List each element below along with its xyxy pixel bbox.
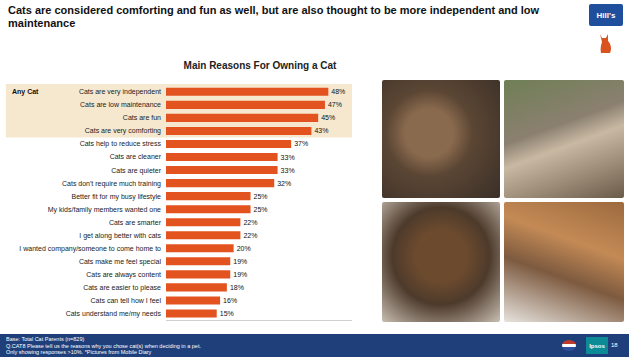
svg-text:Cats don't require much traini: Cats don't require much training [62, 180, 161, 188]
svg-text:15%: 15% [220, 310, 234, 317]
svg-text:25%: 25% [254, 193, 268, 200]
html-text:Cats are considered comforting: Cats are considered comforting and fun a… [8, 4, 540, 29]
svg-text:18%: 18% [230, 284, 244, 291]
html-text:Ipsos: Ipsos [589, 342, 605, 349]
svg-text:Better fit for my busy lifesty: Better fit for my busy lifestyle [72, 193, 162, 201]
svg-text:16%: 16% [223, 297, 237, 304]
svg-text:Cats help to reduce stress: Cats help to reduce stress [80, 140, 162, 148]
svg-text:Cats make me feel special: Cats make me feel special [79, 258, 162, 266]
svg-text:25%: 25% [254, 206, 268, 213]
svg-text:Cats are always content: Cats are always content [86, 271, 161, 279]
svg-text:19%: 19% [233, 271, 247, 278]
svg-text:Cats are cleaner: Cats are cleaner [110, 153, 162, 160]
svg-text:33%: 33% [281, 154, 295, 161]
svg-text:I get along better with cats: I get along better with cats [79, 232, 161, 240]
html-text:Only showing responses >10%. *: Only showing responses >10%. *Pictures f… [6, 349, 152, 355]
svg-text:Cats understand me/my needs: Cats understand me/my needs [66, 310, 162, 318]
html-text:Hill's: Hill's [596, 10, 616, 20]
svg-text:37%: 37% [294, 140, 308, 147]
svg-text:Cats are very independent: Cats are very independent [79, 88, 161, 96]
svg-text:22%: 22% [243, 219, 257, 226]
svg-text:45%: 45% [321, 114, 335, 121]
svg-text:Cats can tell how I feel: Cats can tell how I feel [91, 297, 162, 304]
svg-text:Any Cat: Any Cat [12, 88, 39, 96]
html-text:Base: Total Cat Parents (n=829: Base: Total Cat Parents (n=829) [6, 336, 85, 342]
svg-text:32%: 32% [277, 180, 291, 187]
svg-text:Cats are fun: Cats are fun [123, 114, 161, 121]
svg-text:43%: 43% [314, 127, 328, 134]
svg-text:Cats are low maintenance: Cats are low maintenance [80, 101, 161, 108]
html-text:Main Reasons For Owning a Cat: Main Reasons For Owning a Cat [183, 60, 337, 71]
svg-text:My kids/family members wanted: My kids/family members wanted one [48, 206, 161, 214]
svg-text:I wanted company/someone to co: I wanted company/someone to come home to [19, 245, 161, 253]
svg-text:20%: 20% [237, 245, 251, 252]
svg-text:Cats are easier to please: Cats are easier to please [83, 284, 161, 292]
svg-text:47%: 47% [328, 101, 342, 108]
svg-text:Cats are smarter: Cats are smarter [109, 219, 162, 226]
svg-text:Cats are very comforting: Cats are very comforting [85, 127, 161, 135]
svg-text:Cats are quieter: Cats are quieter [111, 167, 161, 175]
html-text:18: 18 [611, 342, 618, 348]
svg-text:33%: 33% [281, 167, 295, 174]
svg-text:22%: 22% [243, 232, 257, 239]
svg-text:48%: 48% [331, 88, 345, 95]
html-text:Q.CAT8 Please tell us the reas: Q.CAT8 Please tell us the reasons why yo… [6, 342, 201, 349]
svg-text:19%: 19% [233, 258, 247, 265]
